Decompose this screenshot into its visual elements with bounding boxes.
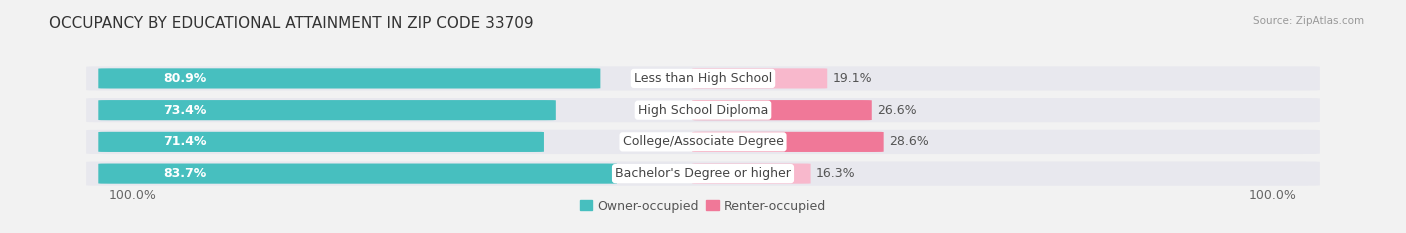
- Text: 80.9%: 80.9%: [163, 72, 207, 85]
- FancyBboxPatch shape: [692, 100, 872, 120]
- FancyBboxPatch shape: [98, 132, 544, 152]
- FancyBboxPatch shape: [692, 164, 811, 184]
- FancyBboxPatch shape: [692, 68, 827, 89]
- FancyBboxPatch shape: [692, 132, 883, 152]
- Text: 100.0%: 100.0%: [1249, 189, 1296, 202]
- FancyBboxPatch shape: [86, 98, 1320, 122]
- FancyBboxPatch shape: [98, 100, 555, 120]
- Text: Less than High School: Less than High School: [634, 72, 772, 85]
- Text: 73.4%: 73.4%: [163, 104, 207, 117]
- Text: 19.1%: 19.1%: [832, 72, 872, 85]
- Text: 28.6%: 28.6%: [889, 135, 929, 148]
- FancyBboxPatch shape: [98, 68, 600, 89]
- Text: 16.3%: 16.3%: [815, 167, 856, 180]
- FancyBboxPatch shape: [86, 130, 1320, 154]
- Text: High School Diploma: High School Diploma: [638, 104, 768, 117]
- Legend: Owner-occupied, Renter-occupied: Owner-occupied, Renter-occupied: [575, 195, 831, 218]
- Text: College/Associate Degree: College/Associate Degree: [623, 135, 783, 148]
- Text: 100.0%: 100.0%: [110, 189, 157, 202]
- FancyBboxPatch shape: [86, 66, 1320, 91]
- FancyBboxPatch shape: [98, 164, 617, 184]
- Text: 26.6%: 26.6%: [877, 104, 917, 117]
- Text: Bachelor's Degree or higher: Bachelor's Degree or higher: [614, 167, 792, 180]
- Text: Source: ZipAtlas.com: Source: ZipAtlas.com: [1253, 16, 1364, 26]
- Text: OCCUPANCY BY EDUCATIONAL ATTAINMENT IN ZIP CODE 33709: OCCUPANCY BY EDUCATIONAL ATTAINMENT IN Z…: [49, 16, 534, 31]
- Text: 71.4%: 71.4%: [163, 135, 207, 148]
- FancyBboxPatch shape: [86, 161, 1320, 186]
- Text: 83.7%: 83.7%: [163, 167, 207, 180]
